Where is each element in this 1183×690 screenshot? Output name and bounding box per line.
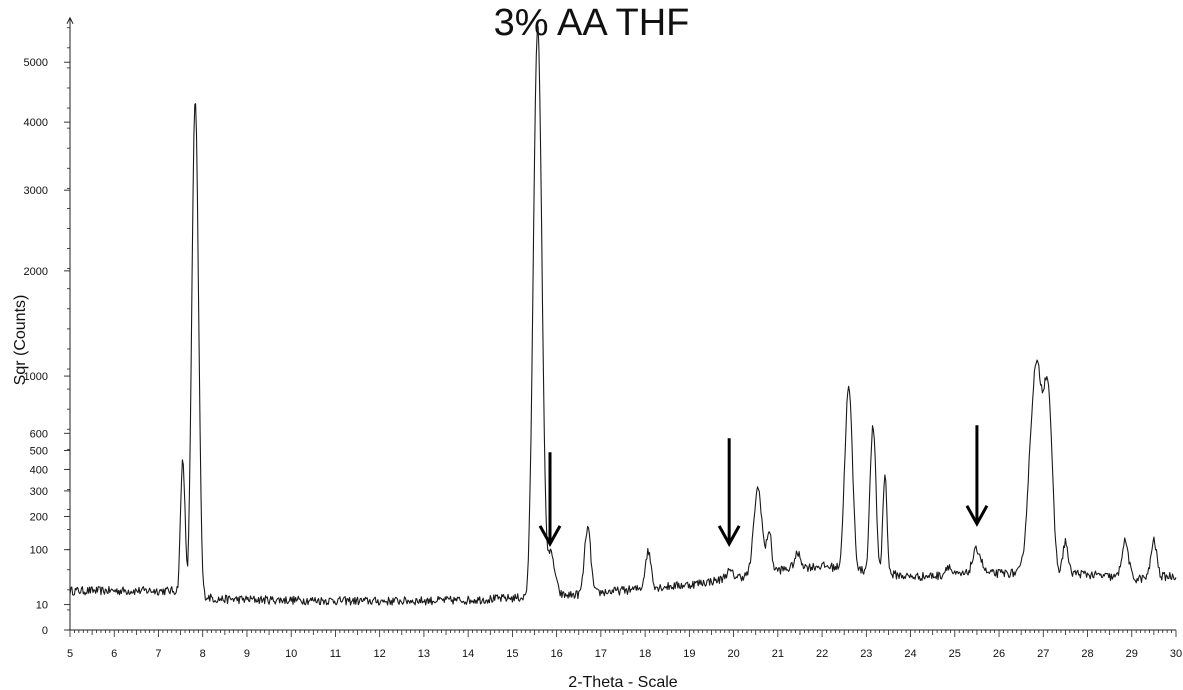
y-tick-label: 1000 [24,371,48,383]
x-tick-label: 28 [1081,648,1093,660]
x-tick-label: 27 [1037,648,1049,660]
y-tick-label: 0 [42,625,48,637]
x-tick-label: 5 [67,648,73,660]
x-tick-label: 6 [111,648,117,660]
plot-area [69,26,1177,606]
y-tick-label: 10 [36,600,48,612]
x-tick-label: 26 [993,648,1005,660]
x-tick-label: 22 [816,648,828,660]
annotation-arrow [717,438,741,547]
x-tick-label: 11 [330,648,341,660]
chart-title: 3% AA THF [493,2,690,44]
arrow-head [965,505,989,527]
axis-ticks: 5 6 7 8 9 10 11 12 13 14 15 16 17 18 19 20 21 22 23 24 25 26 2… [24,27,1182,660]
x-tick-label: 25 [949,648,961,660]
y-axis-arrow [66,16,74,24]
x-tick-label: 15 [506,648,518,660]
annotation-arrow [965,425,989,527]
x-tick-label: 24 [904,648,916,660]
x-tick-label: 10 [285,648,297,660]
y-tick-label: 2000 [24,266,48,278]
x-tick-label: 8 [200,648,206,660]
y-tick-label: 600 [30,428,48,440]
x-tick-label: 29 [1126,648,1138,660]
x-tick-label: 7 [155,648,161,660]
x-axis-title: 2-Theta - Scale [568,674,677,690]
annotation-arrow [538,452,562,547]
x-tick-label: 23 [860,648,872,660]
x-tick-label: 12 [374,648,386,660]
y-tick-label: 400 [30,464,48,476]
x-tick-label: 19 [683,648,695,660]
x-tick-label: 16 [551,648,563,660]
diffraction-trace [69,26,1177,606]
x-tick-label: 14 [462,648,474,660]
x-tick-label: 13 [418,648,430,660]
x-tick-label: 30 [1170,648,1182,660]
y-tick-label: 100 [30,545,48,557]
axes [66,16,1176,631]
x-tick-label: 20 [727,648,739,660]
y-tick-label: 4000 [24,117,48,129]
x-tick-label: 17 [595,648,607,660]
x-tick-label: 21 [772,648,784,660]
x-tick-label: 18 [639,648,651,660]
y-tick-label: 500 [30,445,48,457]
y-tick-label: 200 [30,511,48,523]
y-tick-label: 5000 [24,57,48,69]
y-tick-label: 3000 [24,185,48,197]
x-tick-label: 9 [244,648,250,660]
y-tick-label: 300 [30,486,48,498]
arrow-head [538,525,562,547]
annotations [538,425,989,547]
y-axis-title: Sqr (Counts) [12,295,29,386]
arrow-head [717,525,741,547]
